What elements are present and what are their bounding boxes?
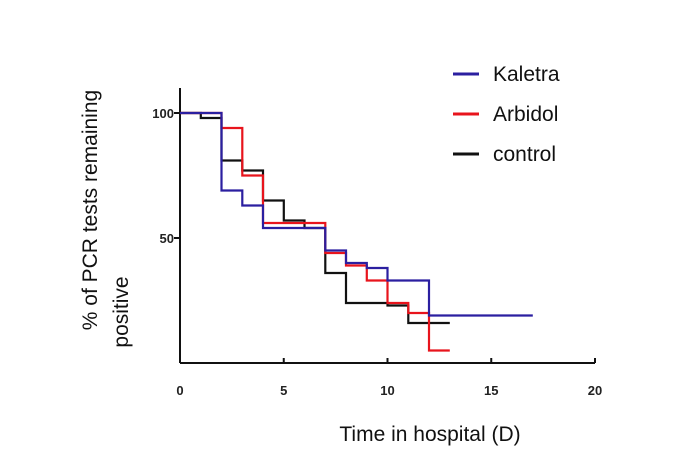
x-tick-label: 0 xyxy=(176,383,183,398)
x-tick-label: 15 xyxy=(484,383,498,398)
x-axis-title: Time in hospital (D) xyxy=(339,423,520,446)
series-layer xyxy=(180,111,533,352)
y-tick-label: 100 xyxy=(152,106,174,121)
x-tick-label: 10 xyxy=(380,383,394,398)
legend: Kaletra Arbidol control xyxy=(453,63,560,166)
axes: 0 5 10 15 20 50 100 xyxy=(152,88,602,398)
y-axis-title-line-2: positive xyxy=(110,276,133,347)
legend-label-arbidol: Arbidol xyxy=(493,103,558,126)
legend-label-control: control xyxy=(493,143,556,166)
legend-label-kaletra: Kaletra xyxy=(493,63,560,86)
x-tick-label: 5 xyxy=(280,383,287,398)
y-axis-title-line-1: % of PCR tests remaining xyxy=(79,90,102,330)
y-tick-label: 50 xyxy=(160,231,174,246)
x-tick-label: 20 xyxy=(588,383,602,398)
series-line-kaletra xyxy=(180,111,533,317)
